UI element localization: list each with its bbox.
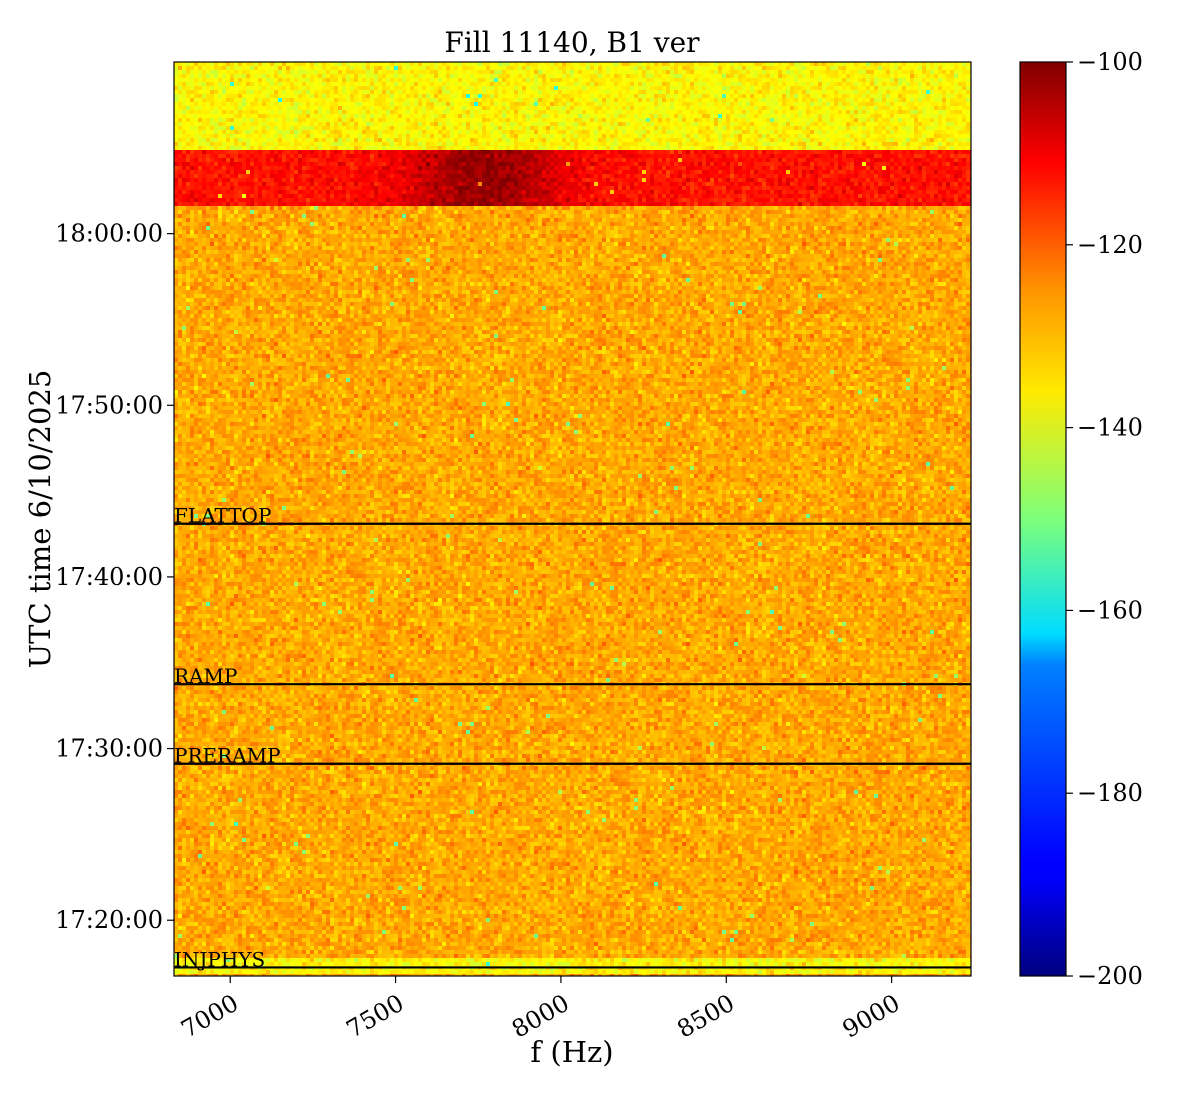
phase-label-flattop: FLATTOP [174,504,271,528]
colorbar-tick-label: −120 [1077,231,1143,259]
colorbar-tick-label: −100 [1077,48,1143,76]
x-axis: 7000 7500 8000 8500 9000 [176,976,904,1044]
colorbar-tick-label: −200 [1077,962,1143,990]
y-tick-label: 18:00:00 [55,220,163,248]
phase-label-injphys: INJPHYS [174,947,265,971]
colorbar [1020,62,1066,976]
colorbar-tick-label: −140 [1077,414,1143,442]
y-tick-label: 17:40:00 [55,563,163,591]
spectrogram-heatmap [174,62,974,978]
y-axis: 17:20:00 17:30:00 17:40:00 17:50:00 18:00:00 [55,220,174,935]
x-tick-label: 7000 [176,989,243,1044]
phase-label-ramp: RAMP [174,664,237,688]
colorbar-tick-label: −180 [1077,779,1143,807]
colorbar-tick-label: −160 [1077,596,1143,624]
colorbar-axis: −100 −120 −140 −160 −180 −200 [1066,48,1143,990]
x-tick-label: 9000 [838,989,905,1044]
y-axis-label: UTC time 6/10/2025 [23,370,57,669]
phase-label-preramp: PRERAMP [174,744,281,768]
chart-title: Fill 11140, B1 ver [444,26,700,59]
x-axis-label: f (Hz) [530,1035,613,1069]
y-tick-label: 17:50:00 [55,391,163,419]
x-tick-label: 7500 [342,989,409,1044]
y-tick-label: 17:20:00 [55,906,163,934]
x-tick-label: 8500 [672,989,739,1044]
y-tick-label: 17:30:00 [55,735,163,763]
